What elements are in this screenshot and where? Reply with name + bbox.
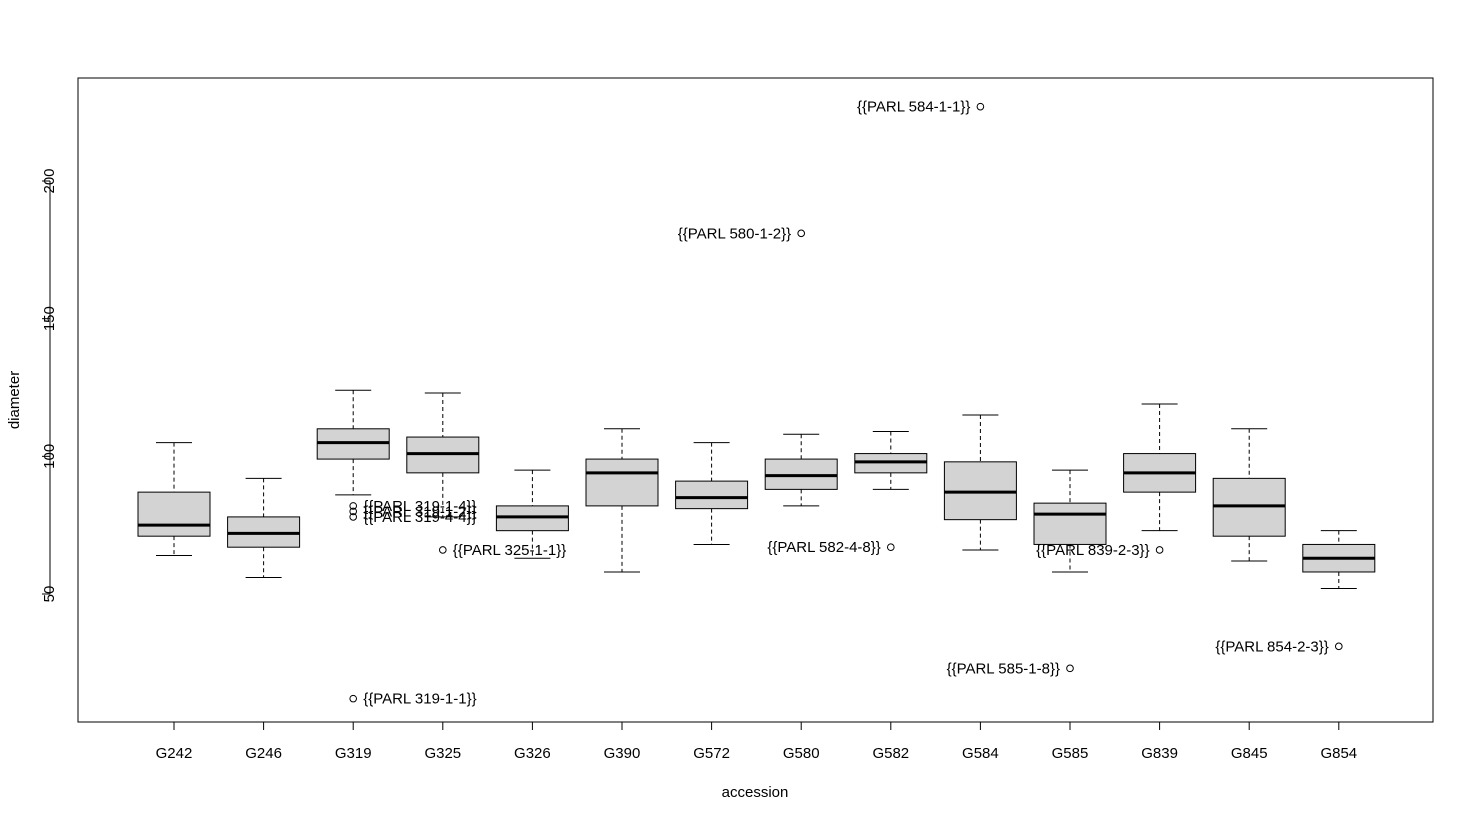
outlier-label: {{PARL 585-1-8}} xyxy=(947,660,1060,677)
x-tick-label: G585 xyxy=(1052,745,1089,762)
box-g326 xyxy=(495,469,569,559)
boxes-layer: {{PARL 319-1-4}}{{PARL 319-1-2}}{{PARL 3… xyxy=(137,99,1376,708)
outlier-point xyxy=(349,513,358,521)
outlier-point xyxy=(1335,642,1343,651)
x-tick-label: G580 xyxy=(783,745,820,762)
outlier-label: {{PARL 319-1-4}} xyxy=(363,498,476,515)
outlier-label: {{PARL 584-1-1}} xyxy=(857,99,970,116)
x-tick-label: G325 xyxy=(424,745,461,762)
outlier-label: {{PARL 319-1-2}} xyxy=(363,503,476,520)
box-g854: {{PARL 854-2-3}} xyxy=(1215,530,1376,655)
iqr-box xyxy=(137,491,211,537)
box-g325: {{PARL 325-1-1}} xyxy=(406,392,566,559)
y-tick-label: 100 xyxy=(41,444,58,469)
outlier-point xyxy=(349,507,358,516)
outlier-label: {{PARL 319-1-1}} xyxy=(363,691,476,708)
x-tick-label: G326 xyxy=(514,745,551,762)
box-g582: {{PARL 582-4-8}} xyxy=(767,431,928,556)
box-g839: {{PARL 839-2-3}} xyxy=(1036,403,1197,559)
box-g572 xyxy=(675,442,749,545)
x-tick-label: G582 xyxy=(872,745,909,762)
box-g580: {{PARL 580-1-2}} xyxy=(678,225,838,507)
x-tick-label: G246 xyxy=(245,745,282,762)
outlier-label: {{PARL 580-1-2}} xyxy=(678,225,791,242)
outlier-point xyxy=(349,502,358,510)
box-g246 xyxy=(227,477,301,578)
box-g585: {{PARL 585-1-8}} xyxy=(947,469,1107,677)
outlier-label: {{PARL 854-2-3}} xyxy=(1215,638,1328,655)
outlier-label: {{PARL 582-4-8}} xyxy=(767,539,880,556)
x-tick-label: G839 xyxy=(1141,745,1178,762)
x-axis-title: accession xyxy=(722,784,789,801)
iqr-box xyxy=(585,458,659,507)
iqr-box xyxy=(1033,502,1107,545)
x-tick-label: G572 xyxy=(693,745,730,762)
y-tick-label: 50 xyxy=(41,586,58,603)
outlier-point xyxy=(1155,546,1164,554)
x-axis: G242 G246 G319 G325 G326 G390 G572 G580 G582 G584… xyxy=(156,721,1357,762)
iqr-box xyxy=(675,480,749,510)
y-axis-title: diameter xyxy=(6,371,23,429)
x-tick-label: G584 xyxy=(962,745,999,762)
box-g845 xyxy=(1212,428,1286,562)
outlier-point xyxy=(976,102,985,111)
y-tick-label: 150 xyxy=(41,306,58,331)
x-tick-label: G242 xyxy=(156,745,193,762)
box-g242 xyxy=(137,442,211,556)
box-g584: {{PARL 584-1-1}} xyxy=(857,99,1017,551)
box-g319: {{PARL 319-1-4}}{{PARL 319-1-2}}{{PARL 3… xyxy=(316,389,477,708)
y-tick-label: 200 xyxy=(41,168,58,193)
outlier-label: {{PARL 325-1-1}} xyxy=(453,542,566,559)
plot-frame xyxy=(77,77,1434,723)
outlier-point xyxy=(349,694,358,703)
outlier-point xyxy=(887,543,895,551)
outlier-label: {{PARL 839-2-3}} xyxy=(1036,542,1149,559)
outlier-label: {{PARL 319-4-4}} xyxy=(363,509,476,526)
x-tick-label: G390 xyxy=(604,745,641,762)
outlier-point xyxy=(797,229,806,238)
outlier-point xyxy=(439,546,447,554)
x-tick-label: G319 xyxy=(335,745,372,762)
outlier-point xyxy=(1066,664,1074,673)
box-g390 xyxy=(585,428,659,573)
x-tick-label: G854 xyxy=(1320,745,1357,762)
x-tick-label: G845 xyxy=(1231,745,1268,762)
y-axis: 50 100 150 200 xyxy=(41,168,58,602)
